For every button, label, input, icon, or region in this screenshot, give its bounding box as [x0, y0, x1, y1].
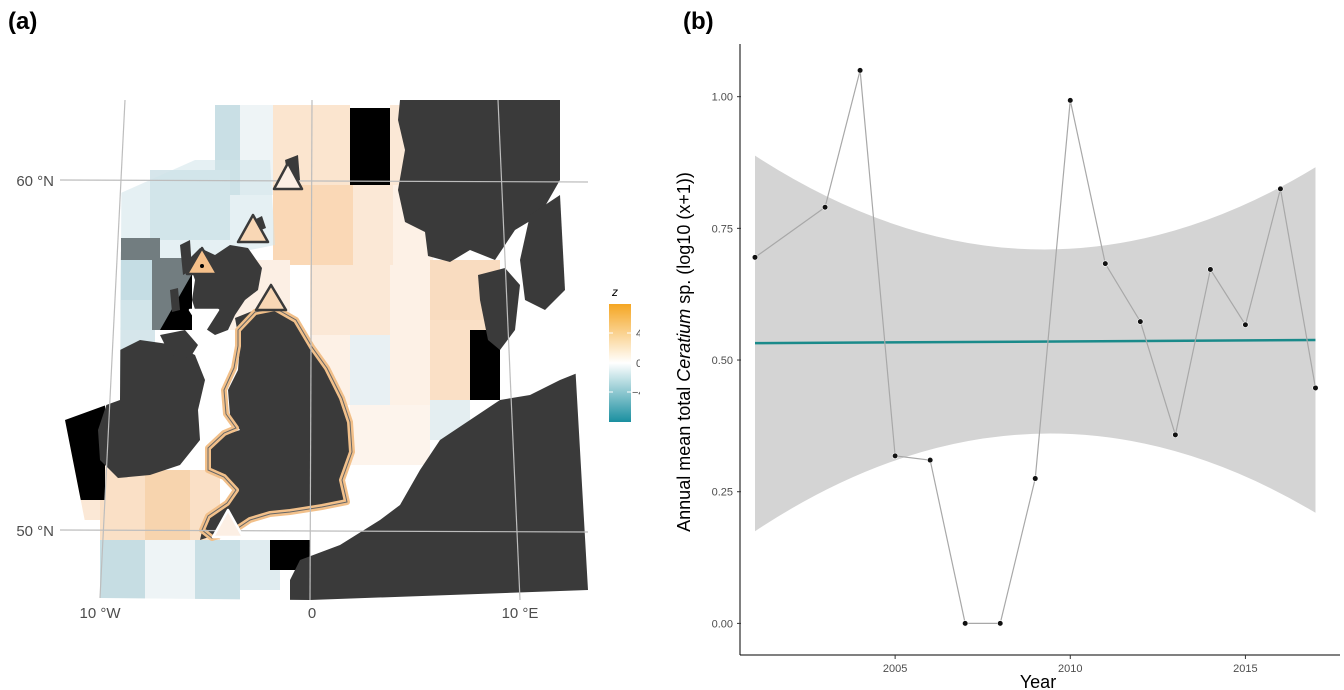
station-dot	[200, 264, 204, 268]
graticule	[59, 99, 589, 601]
x-ticks: 2005 2010 2015	[883, 655, 1258, 675]
z-legend: z 4 0 −4	[609, 285, 640, 422]
x-axis-title: Year	[1020, 672, 1056, 690]
data-point	[962, 620, 969, 627]
panel-b-label: (b)	[683, 8, 714, 35]
station-triangle-down	[188, 308, 220, 334]
data-point	[1102, 260, 1109, 267]
station-triangle-orkney	[236, 213, 270, 244]
station-triangle-north-east	[254, 283, 288, 312]
map-area	[65, 100, 588, 600]
map-panel: 60 °N 50 °N 10 °W 0 10 °E z 4 0 −4	[16, 99, 640, 622]
trend-line	[755, 338, 1316, 345]
series-line	[754, 70, 1317, 624]
z-tick-4: 4	[636, 328, 640, 340]
data-point	[892, 452, 899, 459]
data-point	[821, 204, 829, 211]
lat-label-60: 60 °N	[16, 173, 54, 190]
x-tick-label: 2015	[1233, 663, 1257, 675]
y-axis-title: Annual mean total Ceratium sp. (log10 (x…	[674, 172, 694, 532]
data-point	[1032, 475, 1039, 482]
y-tick-label: 0.75	[712, 223, 733, 235]
y-axis-title-italic: Ceratium	[674, 309, 694, 382]
y-ticks: 0.00 0.25 0.50 0.75 1.00	[712, 92, 741, 630]
y-axis-title-part-1: Annual mean total	[674, 382, 694, 532]
data-point	[1172, 431, 1179, 438]
panel-a-label: (a)	[8, 8, 38, 35]
station-triangle-south	[211, 508, 245, 539]
data-point	[1067, 97, 1074, 104]
x-tick-label: 2005	[883, 663, 907, 675]
y-tick-label: 0.00	[712, 618, 733, 630]
y-tick-label: 0.25	[712, 487, 733, 499]
z-tick-0: 0	[636, 358, 640, 370]
data-point	[1277, 185, 1284, 192]
z-tick-minus4: −4	[632, 387, 640, 399]
lat-label-50: 50 °N	[16, 523, 54, 540]
data-point	[856, 67, 864, 74]
station-markers	[185, 161, 304, 539]
data-point	[1137, 318, 1144, 325]
y-axis-title-part-2: sp. (log10 (x+1))	[674, 172, 694, 309]
z-colorbar	[609, 304, 631, 422]
lon-label-10e: 10 °E	[502, 605, 539, 622]
y-tick-label: 0.50	[712, 355, 733, 367]
y-tick-label: 1.00	[712, 92, 733, 104]
data-point	[1242, 321, 1249, 328]
lon-label-0: 0	[308, 605, 316, 622]
plot-area	[751, 67, 1319, 627]
data-point	[927, 457, 934, 464]
data-point	[997, 620, 1004, 627]
data-point	[1312, 384, 1319, 392]
data-point	[751, 254, 759, 261]
z-legend-title: z	[611, 285, 618, 299]
data-point	[1207, 266, 1214, 273]
confidence-band	[755, 155, 1316, 532]
x-tick-label: 2010	[1058, 663, 1082, 675]
station-triangle-north-west	[185, 246, 219, 276]
lon-label-10w: 10 °W	[79, 605, 121, 622]
station-triangle-shetland	[272, 161, 304, 191]
